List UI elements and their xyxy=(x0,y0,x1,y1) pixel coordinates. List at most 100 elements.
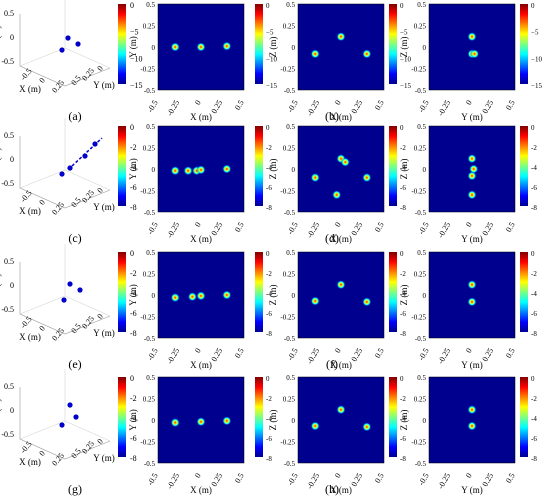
colorbar-tick-label: -2 xyxy=(266,144,272,152)
y-tick-label: 0.5 xyxy=(286,249,295,257)
colorbar-tick-label: -2 xyxy=(531,395,537,403)
z-tick-label: -0.5 xyxy=(1,179,14,188)
colorbar-tick-label: 0 xyxy=(266,250,270,258)
colorbar-gradient xyxy=(389,126,397,206)
x-axis-label: X (m) xyxy=(19,457,41,467)
colorbar-tick-label: -4 xyxy=(531,415,537,423)
panel-label: (d) xyxy=(325,231,339,245)
colorbar-gradient xyxy=(118,4,126,84)
colorbar-tick-label: −15 xyxy=(400,82,411,90)
y-tick-label: -0.5 xyxy=(144,460,156,468)
map-peak xyxy=(196,291,206,301)
x-tick-label: -0.25 xyxy=(165,221,181,240)
y-axis-label: Z (m) xyxy=(399,159,409,180)
x-tick-label: -0.5 xyxy=(417,472,431,487)
colorbar: 0 -2 -4 -6 -8 xyxy=(520,124,537,212)
y-tick-label: 0 xyxy=(292,417,296,425)
3d-point xyxy=(65,35,71,41)
colorbar-tick-label: -8 xyxy=(266,330,272,338)
colorbar-tick-label: -8 xyxy=(400,455,406,463)
x-tick-label: -0.25 xyxy=(436,347,452,366)
colorbar-tick-label: 0 xyxy=(400,124,404,132)
map-peak xyxy=(222,41,232,51)
z-tick-label: 0.5 xyxy=(4,131,14,140)
x-tick-label: 0.5 xyxy=(504,221,517,234)
x-axis-label: Y (m) xyxy=(461,360,482,370)
y-tick-label: 0 xyxy=(423,166,427,174)
z-tick-label: -0.5 xyxy=(1,305,14,314)
map-peak xyxy=(187,292,197,302)
y-tick-label: 0 xyxy=(95,437,104,446)
map-background xyxy=(297,3,385,91)
z-axis-label: Z (m) xyxy=(0,148,2,169)
y-tick-label: 0 xyxy=(423,44,427,52)
colorbar-tick-label: -6 xyxy=(266,435,272,443)
grid-line xyxy=(64,295,111,317)
y-axis-label: Y (m) xyxy=(93,328,114,338)
grid-line xyxy=(19,295,66,315)
y-tick-label: -0.5 xyxy=(144,335,156,343)
x-tick-label: 0 xyxy=(193,99,203,107)
y-tick-label: 0.25 xyxy=(143,271,156,279)
3d-point xyxy=(73,414,79,420)
y-tick-label: 0.5 xyxy=(417,374,426,382)
y-tick-label: -0.25 xyxy=(280,314,295,322)
x-tick-label: -0.25 xyxy=(165,347,181,366)
x-axis-label: X (m) xyxy=(19,332,41,342)
x-tick-label: 0 xyxy=(193,347,203,355)
axis-frame xyxy=(19,262,111,335)
colorbar-tick-label: −5 xyxy=(266,29,274,37)
x-tick-label: -0.5 xyxy=(417,347,431,362)
colorbar-tick-label: -4 xyxy=(400,164,406,172)
map-peak xyxy=(467,32,477,42)
x-tick-label: -0.5 xyxy=(146,221,160,236)
colorbar-tick-label: -6 xyxy=(531,435,537,443)
y-tick-label: -0.25 xyxy=(280,188,295,196)
y-tick-label: 0.5 xyxy=(146,249,155,257)
colorbar-tick-label: −15 xyxy=(531,82,542,90)
map-peak xyxy=(310,49,320,59)
colorbar: 0 -2 -4 -6 -8 xyxy=(520,250,537,338)
colorbar: 0 -2 -4 -6 -8 xyxy=(389,375,406,463)
panel-label: (c) xyxy=(68,231,81,245)
x-tick-label: 0.5 xyxy=(504,347,517,360)
y-tick-label: 0.25 xyxy=(414,145,427,153)
colorbar-3d: 0 -2 -4 -6 -8 xyxy=(118,123,137,212)
map-peak xyxy=(222,290,232,300)
y-tick-label: -0.25 xyxy=(140,188,155,196)
projection-map: -0.5 -0.25 0 0.25 0.50.50.250-0.25-0.5X (m)Y… xyxy=(128,1,277,122)
colorbar-tick-label: -4 xyxy=(130,163,137,172)
x-tick-label: -0.5 xyxy=(19,67,34,82)
y-tick-label: -0.5 xyxy=(284,460,296,468)
x-tick-label: -0.5 xyxy=(19,315,34,330)
x-tick-label: 0.5 xyxy=(233,99,246,112)
y-tick-label: 0 xyxy=(95,312,104,321)
3d-point xyxy=(59,47,65,53)
grid-line xyxy=(19,47,66,67)
y-axis-label: Z (m) xyxy=(268,37,278,58)
projection-map: -0.5 -0.25 0 0.25 0.50.50.250-0.25-0.5X (m)Z… xyxy=(268,374,406,495)
y-axis-label: Y (m) xyxy=(128,284,138,305)
colorbar-tick-label: −15 xyxy=(130,81,143,90)
x-tick-label: -0.5 xyxy=(146,347,160,362)
z-tick-label: 0 xyxy=(10,33,14,42)
y-tick-label: -0.5 xyxy=(415,460,427,468)
x-tick-label: 0.5 xyxy=(373,99,386,112)
colorbar-tick-label: -8 xyxy=(266,455,272,463)
colorbar-tick-label: -6 xyxy=(400,310,406,318)
x-axis-label: X (m) xyxy=(330,485,352,495)
x-tick-label: -0.5 xyxy=(417,221,431,236)
colorbar-tick-label: -2 xyxy=(531,144,537,152)
x-tick-label: 0 xyxy=(37,449,46,458)
y-tick-label: -0.25 xyxy=(140,66,155,74)
x-axis-label: Y (m) xyxy=(461,112,482,122)
projection-map: -0.5 -0.25 0 0.25 0.50.50.250-0.25-0.5X (m)Y… xyxy=(128,374,272,495)
colorbar-tick-label: -8 xyxy=(531,330,537,338)
projection-map: -0.5 -0.25 0 0.25 0.50.50.250-0.25-0.5Y (m)Z… xyxy=(399,1,542,122)
x-tick-label: 0 xyxy=(193,472,203,480)
grid-line xyxy=(64,169,111,191)
panel-label: (g) xyxy=(68,482,82,496)
